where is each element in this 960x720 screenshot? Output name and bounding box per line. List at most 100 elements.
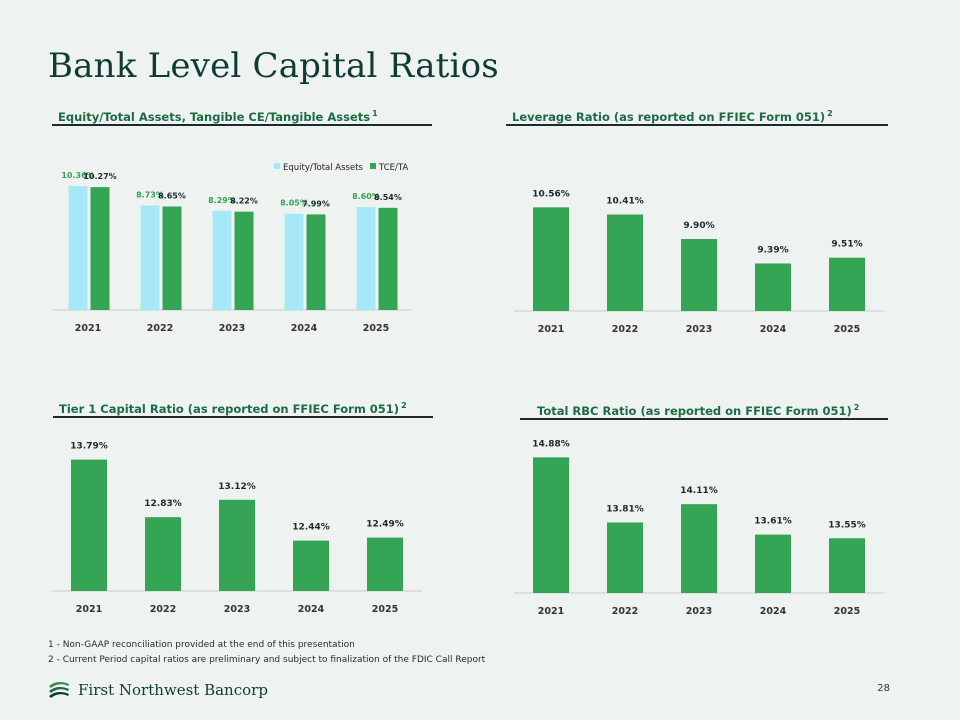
x-tick-label: 2021: [75, 323, 101, 334]
x-tick-label: 2024: [760, 324, 787, 335]
chart-heading-leverage: Leverage Ratio (as reported on FFIEC For…: [512, 109, 833, 124]
bar: [219, 499, 255, 591]
fnb-logo-icon: [49, 681, 69, 698]
x-tick-label: 2024: [298, 604, 325, 615]
bar: [533, 207, 569, 311]
bar: [533, 457, 569, 593]
heading-divider: [53, 416, 433, 418]
footnote-ref: 2: [827, 109, 833, 118]
data-label: 8.60%: [352, 192, 380, 201]
leverage-ratio-chart: 2021 2022 2023 2024 2025 10.56% 10.41% 9.90% 9.3…: [514, 189, 884, 335]
bar: [306, 214, 326, 310]
bar: [140, 205, 160, 310]
chart-heading-equity: Equity/Total Assets, Tangible CE/Tangibl…: [58, 109, 378, 124]
data-label: 9.39%: [757, 245, 788, 255]
heading-divider: [520, 418, 888, 420]
legend-label: TCE/TA: [378, 163, 408, 173]
x-tick-label: 2025: [363, 323, 389, 334]
x-tick-label: 2023: [224, 604, 250, 615]
x-tick-label: 2024: [291, 323, 318, 334]
chart-heading-text: Equity/Total Assets, Tangible CE/Tangibl…: [58, 109, 371, 124]
footnote-1: 1 - Non-GAAP reconciliation provided at …: [48, 640, 355, 650]
data-label: 9.51%: [831, 240, 862, 250]
data-label: 10.56%: [532, 189, 570, 199]
x-tick-label: 2023: [219, 323, 245, 334]
footnote-ref: 2: [853, 403, 860, 412]
data-label: 7.99%: [302, 199, 330, 208]
footnote-ref: 1: [372, 109, 378, 118]
data-label: 12.44%: [292, 523, 330, 533]
total-rbc-chart: 2021 2022 2023 2024 2025 14.88% 13.81% 14.11% 13…: [514, 439, 884, 617]
x-tick-label: 2021: [538, 324, 564, 335]
page-number: 28: [877, 683, 890, 694]
data-label: 10.41%: [606, 197, 644, 207]
bar: [293, 540, 329, 591]
bar: [162, 206, 182, 310]
x-tick-label: 2022: [612, 606, 638, 617]
x-tick-label: 2024: [760, 606, 787, 617]
bar: [755, 263, 791, 311]
data-label: 8.54%: [374, 193, 402, 202]
data-label: 13.55%: [828, 520, 866, 530]
bar: [607, 214, 643, 311]
bar: [145, 517, 181, 591]
data-label: 8.29%: [208, 196, 236, 205]
bar: [378, 207, 398, 310]
data-label: 10.27%: [83, 172, 116, 181]
data-label: 8.73%: [136, 191, 164, 200]
bar: [681, 504, 717, 593]
chart-heading-tier1: Tier 1 Capital Ratio (as reported on FFI…: [59, 401, 407, 416]
data-label: 14.88%: [532, 439, 570, 449]
footnote-2: 2 - Current Period capital ratios are pr…: [48, 655, 486, 665]
x-tick-label: 2022: [147, 323, 173, 334]
brand-lockup: First Northwest Bancorp: [48, 680, 268, 700]
data-label: 14.11%: [680, 486, 718, 496]
bar: [212, 210, 232, 310]
x-tick-label: 2021: [538, 606, 564, 617]
x-tick-label: 2021: [76, 604, 102, 615]
data-label: 8.22%: [230, 197, 258, 206]
legend-swatch: [274, 163, 280, 169]
data-label: 12.83%: [144, 499, 182, 509]
chart-heading-text: Tier 1 Capital Ratio (as reported on FFI…: [59, 401, 400, 416]
data-label: 13.61%: [754, 517, 792, 527]
data-label: 12.49%: [366, 520, 404, 530]
data-label: 13.79%: [70, 442, 108, 452]
bar: [284, 213, 304, 310]
tier1-capital-chart: 2021 2022 2023 2024 2025 13.79% 12.83% 13.12% 12…: [52, 442, 422, 615]
bar: [829, 538, 865, 593]
heading-divider: [52, 124, 432, 126]
heading-divider: [506, 124, 888, 126]
bar: [71, 459, 107, 591]
x-tick-label: 2023: [686, 324, 712, 335]
bar: [234, 211, 254, 310]
bar: [755, 534, 791, 593]
bar: [356, 207, 376, 310]
chart-heading-text: Total RBC Ratio (as reported on FFIEC Fo…: [537, 403, 852, 418]
bar: [829, 257, 865, 311]
x-tick-label: 2025: [834, 324, 860, 335]
x-tick-label: 2023: [686, 606, 712, 617]
x-tick-label: 2025: [834, 606, 860, 617]
bar: [681, 239, 717, 311]
data-label: 10.36%: [61, 171, 94, 180]
legend-label: Equity/Total Assets: [283, 163, 364, 173]
brand-name: First Northwest Bancorp: [78, 681, 268, 699]
bar: [68, 186, 88, 310]
footnote-ref: 2: [401, 401, 407, 410]
bar: [607, 522, 643, 593]
chart-heading-text: Leverage Ratio (as reported on FFIEC For…: [512, 109, 826, 124]
legend-swatch: [370, 163, 376, 169]
data-label: 9.90%: [683, 221, 714, 231]
data-label: 13.12%: [218, 482, 256, 492]
data-label: 8.05%: [280, 199, 308, 208]
equity-ta-chart: 2021 2022 2023 2024 2025 10.36% 8.73% 8.29% 8.05…: [52, 163, 412, 334]
x-tick-label: 2022: [612, 324, 638, 335]
data-label: 13.81%: [606, 504, 644, 514]
chart-heading-rbc: Total RBC Ratio (as reported on FFIEC Fo…: [537, 403, 859, 418]
x-tick-label: 2025: [372, 604, 398, 615]
bar: [90, 187, 110, 310]
bar: [367, 537, 403, 591]
data-label: 8.65%: [158, 192, 186, 201]
x-tick-label: 2022: [150, 604, 176, 615]
